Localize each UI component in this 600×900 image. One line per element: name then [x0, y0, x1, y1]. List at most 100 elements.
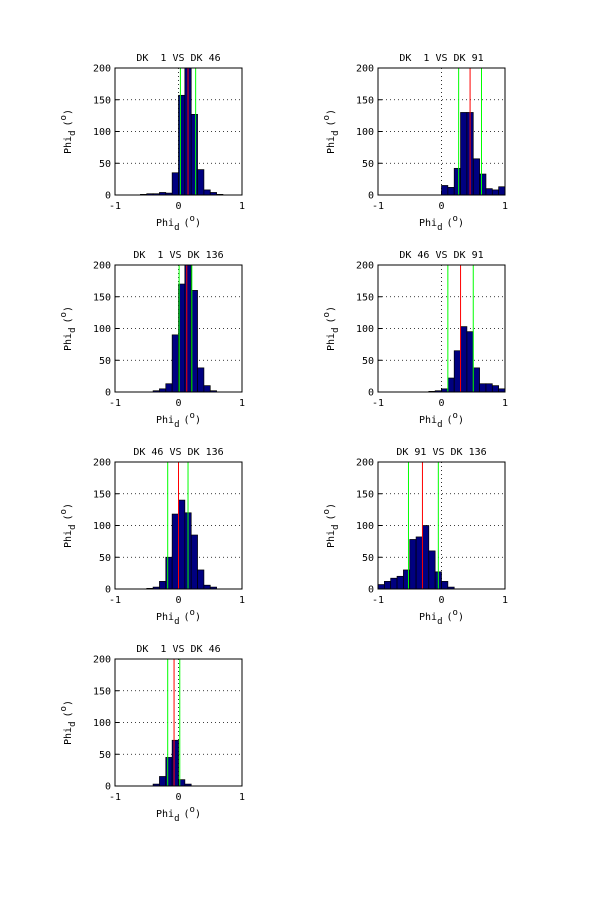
y-tick-label: 50	[362, 356, 374, 367]
y-axis-label-part: Phi	[326, 333, 337, 351]
bar	[466, 331, 474, 392]
axes-frame	[114, 264, 243, 393]
y-tick-label: 150	[356, 95, 374, 106]
x-tick-label: 0	[175, 595, 181, 606]
plot-area	[378, 462, 455, 589]
y-axis-label-part: Phi	[63, 136, 74, 154]
bar	[390, 577, 398, 589]
y-tick-label: 150	[356, 292, 374, 303]
y-axis-label-part: Phi	[326, 136, 337, 154]
axes-frame	[114, 67, 243, 196]
bar	[485, 188, 493, 195]
x-axis-label-part: )	[195, 612, 201, 623]
bar	[472, 367, 480, 392]
bar	[184, 265, 192, 392]
bar	[171, 513, 179, 589]
x-tick-label: 0	[175, 792, 181, 803]
bar	[422, 525, 430, 589]
x-axis-label-part: Phi	[156, 218, 174, 229]
bar	[203, 584, 211, 589]
y-axis-label-part: Phi	[326, 530, 337, 548]
x-axis-label-part: (	[447, 612, 453, 623]
bar	[159, 581, 167, 589]
bar	[203, 189, 211, 195]
axes-bg	[378, 462, 505, 589]
bar	[159, 776, 167, 786]
x-axis-label-part: )	[195, 415, 201, 426]
y-axis-label-part: d	[68, 328, 78, 333]
x-axis-label-part: d	[437, 420, 442, 430]
x-axis-label: Phid (o)	[419, 214, 464, 233]
y-axis-label-part: (	[326, 120, 337, 126]
plot-area	[152, 659, 192, 786]
y-axis-label-part: d	[331, 131, 341, 136]
bar	[190, 114, 198, 195]
x-axis-label-part: d	[437, 223, 442, 233]
y-axis-label-part: d	[68, 722, 78, 727]
x-axis-label-part: o	[190, 214, 195, 224]
x-axis-label-part: (	[184, 809, 190, 820]
y-tick-label: 50	[99, 356, 111, 367]
x-axis-label-part: (	[447, 218, 453, 229]
bar	[460, 112, 468, 195]
y-tick-label: 100	[93, 324, 111, 335]
y-axis-label-part: d	[68, 525, 78, 530]
y-axis-label-part: Phi	[63, 727, 74, 745]
y-axis-label-part: o	[322, 509, 332, 514]
bar	[460, 326, 468, 392]
bar	[472, 158, 480, 195]
x-tick-label: -1	[109, 792, 121, 803]
y-axis-label-part: (	[326, 317, 337, 323]
bar	[441, 581, 449, 589]
y-axis-label-part: d	[68, 131, 78, 136]
y-axis-label-part: o	[59, 312, 69, 317]
x-tick-label: 1	[502, 398, 508, 409]
bar	[178, 499, 186, 589]
axes-frame	[114, 658, 243, 787]
bar	[498, 186, 505, 195]
chart-title: DK 1 VS DK 46	[136, 644, 220, 655]
x-axis-label: Phid (o)	[156, 805, 201, 824]
x-axis-label-part: )	[458, 612, 464, 623]
bar	[178, 779, 186, 786]
chart-title: DK 1 VS DK 91	[399, 53, 483, 64]
x-tick-label: 1	[239, 398, 245, 409]
y-tick-label: 100	[93, 127, 111, 138]
y-tick-label: 100	[356, 127, 374, 138]
x-tick-label: -1	[372, 398, 384, 409]
bar	[384, 581, 392, 589]
x-axis-label: Phid (o)	[156, 608, 201, 627]
x-axis-label: Phid (o)	[156, 411, 201, 430]
y-axis-label: Phid (o)	[59, 503, 78, 548]
y-axis-label-part: )	[326, 503, 337, 509]
bar	[165, 757, 173, 786]
bar	[378, 584, 385, 589]
bar	[396, 575, 404, 589]
x-axis-label: Phid (o)	[419, 608, 464, 627]
y-tick-label: 0	[368, 388, 374, 399]
y-axis-label-part: d	[331, 328, 341, 333]
y-tick-label: 50	[99, 159, 111, 170]
y-tick-label: 0	[105, 782, 111, 793]
y-axis-label-part: o	[59, 706, 69, 711]
bar	[479, 383, 487, 392]
y-axis-label: Phid (o)	[322, 109, 341, 154]
bar	[209, 192, 217, 195]
y-tick-label: 200	[93, 458, 111, 469]
plot-area	[146, 462, 217, 589]
x-axis-label-part: o	[453, 608, 458, 618]
x-tick-label: 1	[239, 595, 245, 606]
y-axis-label-part: (	[63, 514, 74, 520]
y-axis-label-part: o	[59, 115, 69, 120]
x-tick-label: -1	[372, 595, 384, 606]
x-axis-label-part: o	[453, 411, 458, 421]
y-tick-label: 150	[93, 686, 111, 697]
chart-title: DK 1 VS DK 46	[136, 53, 220, 64]
bar	[447, 187, 455, 195]
y-axis-label-part: o	[59, 509, 69, 514]
y-tick-label: 0	[105, 585, 111, 596]
bar	[491, 189, 499, 195]
x-axis-label-part: (	[447, 415, 453, 426]
x-axis-label-part: d	[174, 617, 179, 627]
